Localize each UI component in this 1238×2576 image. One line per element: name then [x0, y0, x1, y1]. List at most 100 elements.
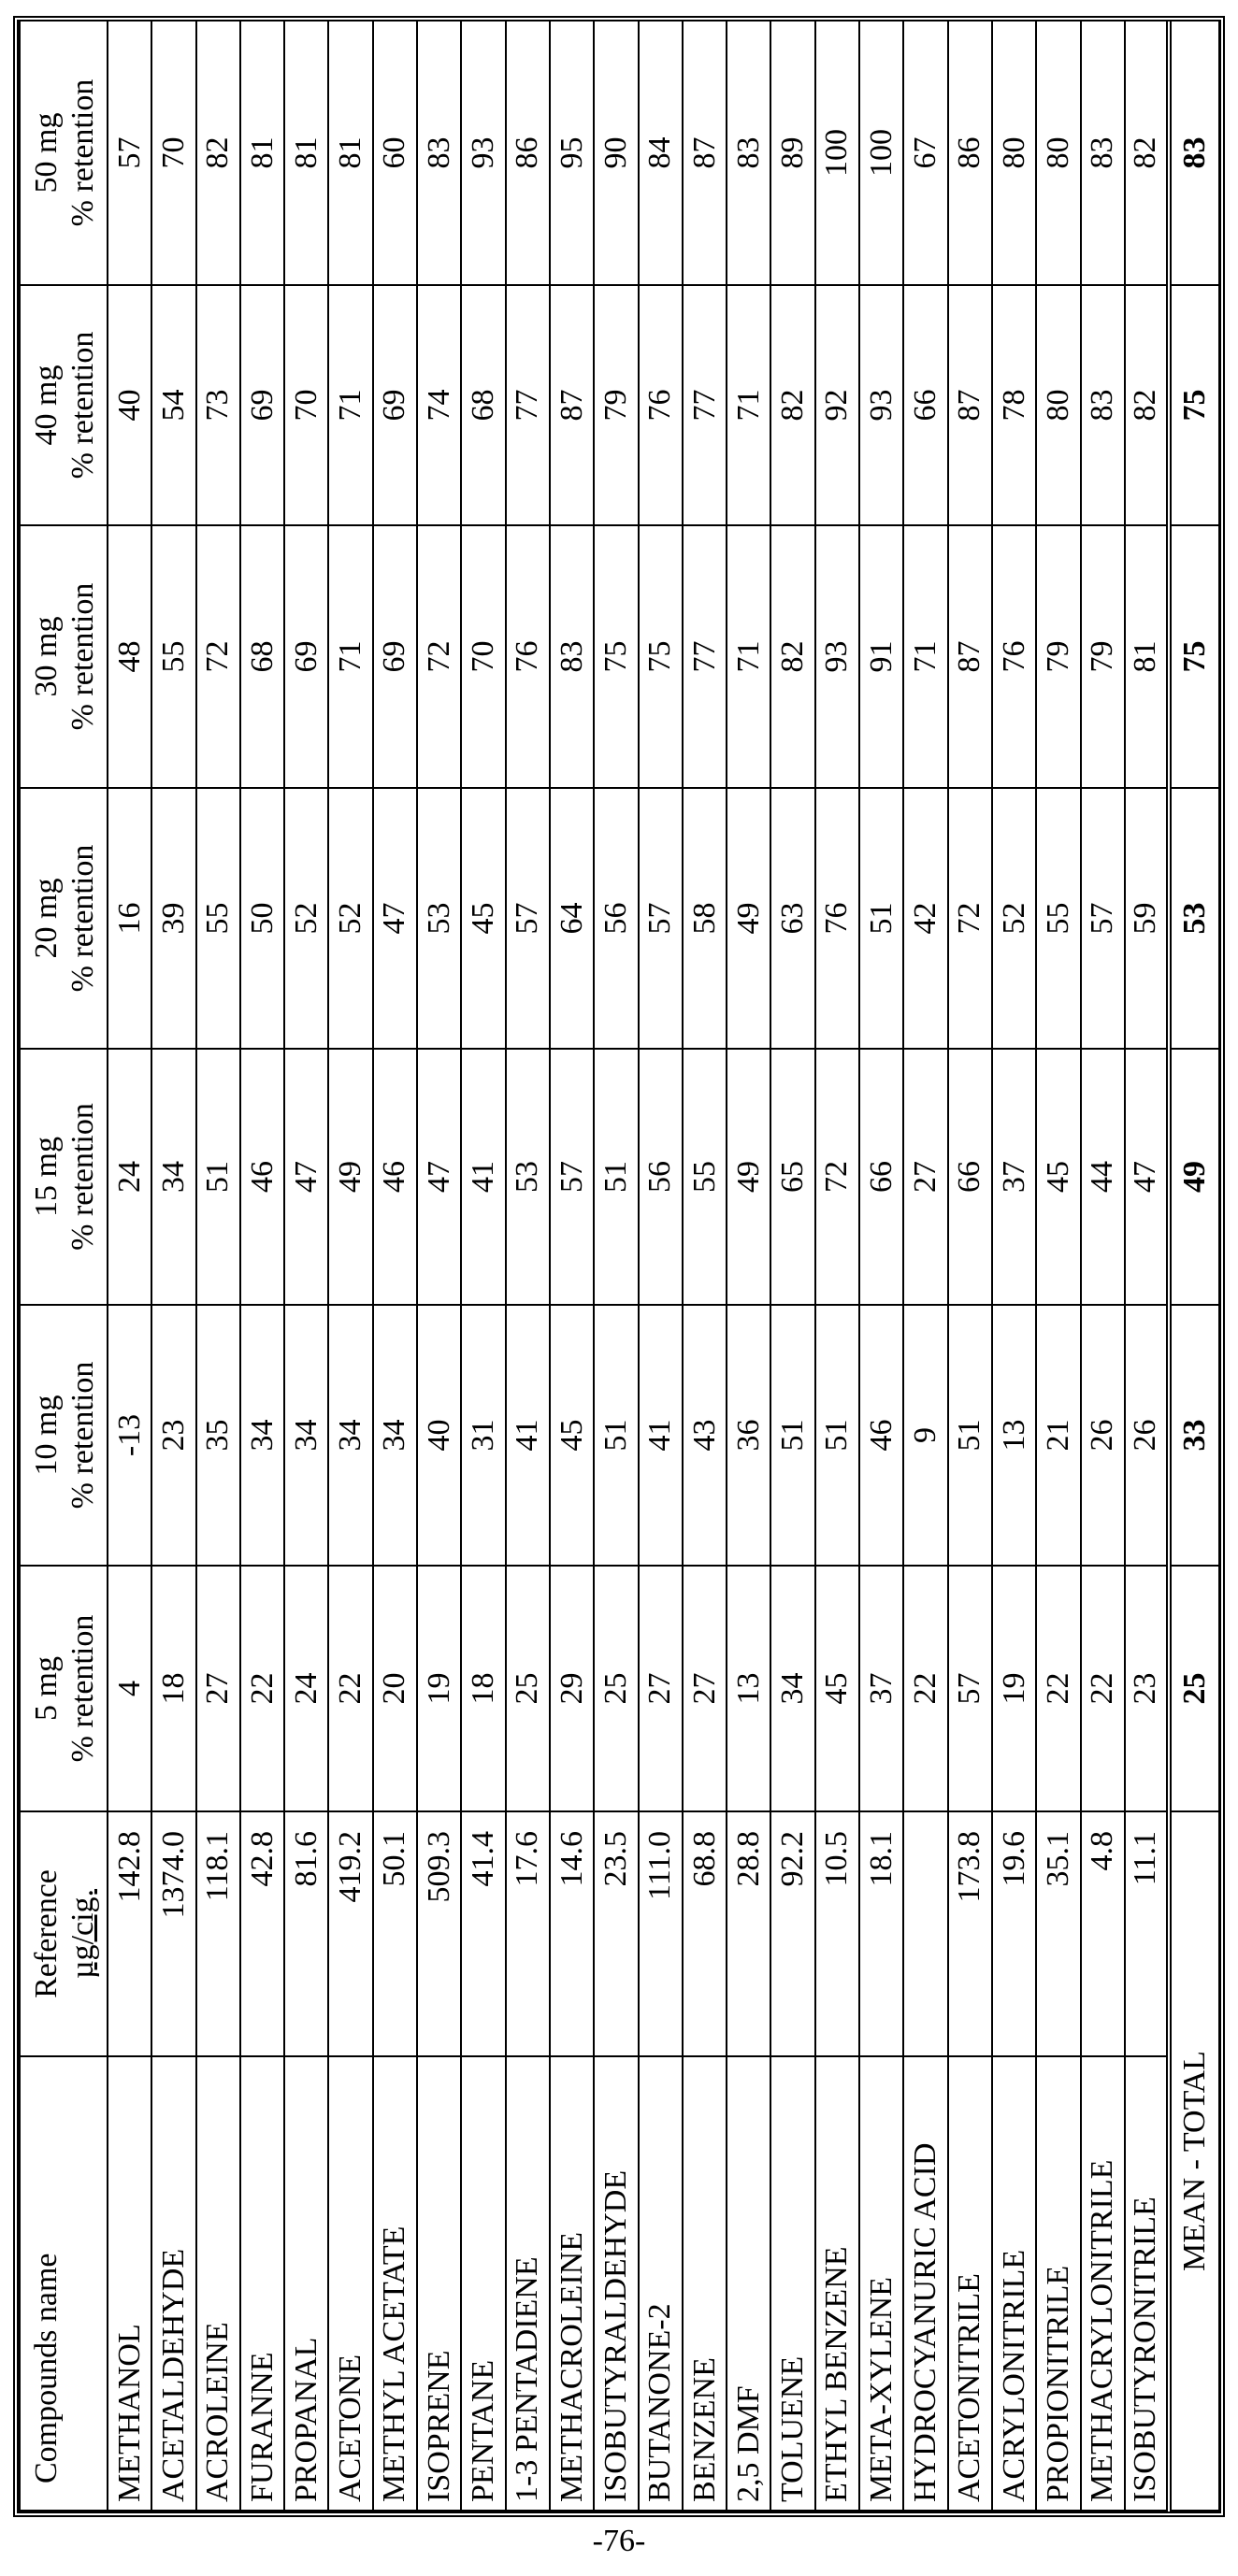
retention-value: 100	[815, 21, 859, 285]
retention-value: 69	[284, 525, 328, 788]
header-dose-unit: % retention	[65, 1103, 100, 1251]
compound-name: ACRYLONITRILE	[992, 2056, 1036, 2511]
retention-value: 79	[1081, 525, 1125, 788]
retention-value: 72	[815, 1049, 859, 1305]
table-row: ACETONE419.222344952717181	[328, 21, 372, 2511]
header-dose-unit: % retention	[65, 332, 100, 479]
retention-value: 79	[594, 285, 638, 525]
retention-value: 45	[461, 788, 505, 1049]
retention-value: 83	[1081, 285, 1125, 525]
retention-value: 83	[550, 525, 594, 788]
retention-value: 55	[151, 525, 195, 788]
retention-value: 70	[461, 525, 505, 788]
retention-value: 55	[683, 1049, 727, 1305]
mean-value: 49	[1169, 1049, 1219, 1305]
retention-value: 71	[903, 525, 947, 788]
retention-value: 87	[948, 525, 992, 788]
compound-name: 2,5 DMF	[727, 2056, 770, 2511]
retention-value: 71	[328, 285, 372, 525]
retention-value: 82	[1125, 285, 1169, 525]
retention-value: 73	[196, 285, 240, 525]
header-dose-amount: 10 mg	[29, 1395, 64, 1476]
retention-value: 22	[328, 1566, 372, 1811]
retention-value: 18	[461, 1566, 505, 1811]
reference-value: 419.2	[328, 1811, 372, 2056]
retention-value: 80	[1036, 285, 1080, 525]
mean-value: 33	[1169, 1305, 1219, 1566]
compound-name: METHACROLEINE	[550, 2056, 594, 2511]
table-row: ACRYLONITRILE19.619133752767880	[992, 21, 1036, 2511]
retention-value: 93	[815, 525, 859, 788]
table-row: METHANOL142.84-132416484057	[108, 21, 151, 2511]
mean-value: 75	[1169, 285, 1219, 525]
retention-value: 76	[506, 525, 550, 788]
compound-name: BENZENE	[683, 2056, 727, 2511]
retention-value: 27	[903, 1049, 947, 1305]
retention-value: -13	[108, 1305, 151, 1566]
retention-value: 81	[284, 21, 328, 285]
header-dose-unit: % retention	[65, 79, 100, 227]
header-dose-amount: 30 mg	[29, 617, 64, 697]
retention-value: 22	[903, 1566, 947, 1811]
mean-value: 53	[1169, 788, 1219, 1049]
retention-value: 44	[1081, 1049, 1125, 1305]
retention-value: 55	[1036, 788, 1080, 1049]
table-row: 2,5 DMF28.813364949717183	[727, 21, 770, 2511]
retention-value: 58	[683, 788, 727, 1049]
header-dose-amount: 15 mg	[29, 1137, 64, 1217]
table-row: TOLUENE92.234516563828289	[770, 21, 814, 2511]
retention-value: 57	[550, 1049, 594, 1305]
retention-value: 37	[859, 1566, 903, 1811]
retention-value: 52	[992, 788, 1036, 1049]
retention-value: 51	[770, 1305, 814, 1566]
retention-value: 41	[639, 1305, 683, 1566]
retention-value: 92	[815, 285, 859, 525]
retention-value: 51	[196, 1049, 240, 1305]
header-compounds-name: Compounds name	[20, 2056, 108, 2511]
retention-value: 51	[594, 1049, 638, 1305]
reference-value: 19.6	[992, 1811, 1036, 2056]
header-reference: Referenceµg/cig.	[20, 1811, 108, 2056]
retention-value: 57	[948, 1566, 992, 1811]
reference-value: 68.8	[683, 1811, 727, 2056]
retention-value: 87	[683, 21, 727, 285]
retention-value: 82	[1125, 21, 1169, 285]
reference-value: 42.8	[240, 1811, 284, 2056]
retention-value: 74	[417, 285, 461, 525]
reference-value: 23.5	[594, 1811, 638, 2056]
retention-value: 24	[284, 1566, 328, 1811]
retention-value: 34	[373, 1305, 417, 1566]
retention-value: 31	[461, 1305, 505, 1566]
retention-value: 69	[240, 285, 284, 525]
retention-value: 81	[1125, 525, 1169, 788]
retention-value: 19	[992, 1566, 1036, 1811]
reference-value: 111.0	[639, 1811, 683, 2056]
retention-value: 57	[108, 21, 151, 285]
retention-value: 81	[240, 21, 284, 285]
retention-value: 66	[948, 1049, 992, 1305]
retention-value: 54	[151, 285, 195, 525]
compound-name: ACETONITRILE	[948, 2056, 992, 2511]
retention-value: 75	[594, 525, 638, 788]
retention-value: 56	[594, 788, 638, 1049]
reference-value: 4.8	[1081, 1811, 1125, 2056]
retention-value: 83	[1081, 21, 1125, 285]
retention-value: 67	[903, 21, 947, 285]
header-dose-unit: % retention	[65, 583, 100, 731]
retention-value: 47	[284, 1049, 328, 1305]
table-row: HYDROCYANURIC ACID2292742716667	[903, 21, 947, 2511]
retention-value: 68	[461, 285, 505, 525]
retention-value: 93	[461, 21, 505, 285]
retention-value: 76	[815, 788, 859, 1049]
retention-value: 69	[373, 525, 417, 788]
retention-value: 49	[727, 1049, 770, 1305]
retention-value: 68	[240, 525, 284, 788]
retention-value: 47	[417, 1049, 461, 1305]
table-row: PROPIONITRILE35.122214555798080	[1036, 21, 1080, 2511]
retention-value: 91	[859, 525, 903, 788]
rotated-table-container: Compounds nameReferenceµg/cig.5 mg% rete…	[13, 16, 1225, 2517]
table-row: ISOBUTYRONITRILE11.123264759818282	[1125, 21, 1169, 2511]
retention-value: 46	[373, 1049, 417, 1305]
compound-name: PROPANAL	[284, 2056, 328, 2511]
retention-value: 49	[727, 788, 770, 1049]
